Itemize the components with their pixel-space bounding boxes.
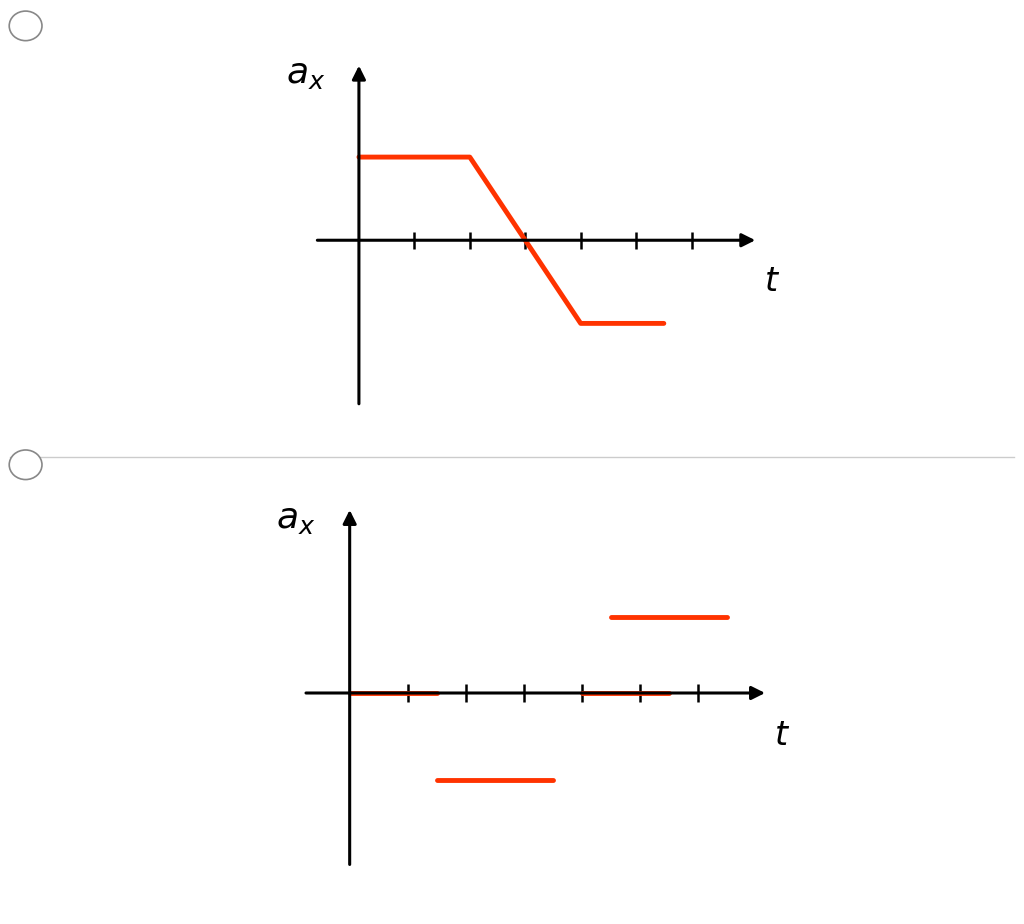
Text: $t$: $t$: [774, 719, 790, 752]
Text: $a_x$: $a_x$: [275, 502, 314, 536]
Text: $t$: $t$: [764, 265, 779, 298]
Text: $a_x$: $a_x$: [287, 57, 326, 91]
